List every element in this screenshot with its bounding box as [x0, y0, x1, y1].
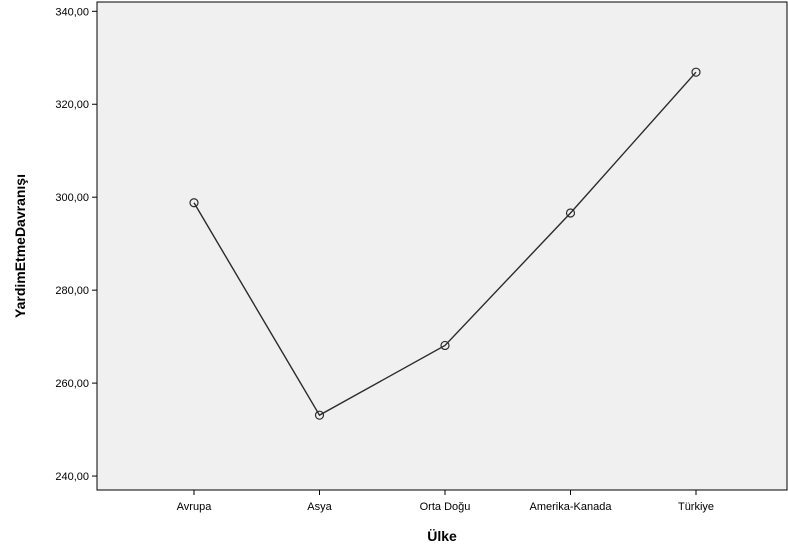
series-line — [193, 71, 697, 417]
y-tick-label: 340,00 — [55, 6, 89, 18]
x-tick-label: Asya — [307, 501, 332, 513]
x-axis-title: Ülke — [427, 528, 457, 544]
x-tick-label: Orta Doğu — [420, 501, 471, 513]
x-tick-label: Avrupa — [177, 501, 213, 513]
y-tick-label: 300,00 — [55, 192, 89, 204]
x-tick-label: Amerika-Kanada — [530, 501, 613, 513]
y-tick-label: 320,00 — [55, 99, 89, 111]
y-tick-label: 240,00 — [55, 471, 89, 483]
data-point — [189, 198, 199, 208]
data-point — [565, 208, 576, 218]
data-point — [691, 67, 701, 77]
y-tick-label: 260,00 — [55, 378, 89, 390]
data-point — [314, 410, 325, 420]
y-axis-title: YardimEtmeDavranışı — [12, 174, 28, 318]
plot-area — [96, 1, 788, 491]
x-tick-label: Türkiye — [678, 501, 714, 513]
x-axis: Avrupa Asya Orta Doğu Amerika-Kanada Türkiye — [177, 490, 714, 513]
series-layer — [189, 67, 701, 420]
y-tick-label: 280,00 — [55, 285, 89, 297]
y-axis: 240,00 260,00 280,00 300,00 320,00 340,00 — [55, 6, 97, 483]
data-point — [440, 340, 450, 351]
